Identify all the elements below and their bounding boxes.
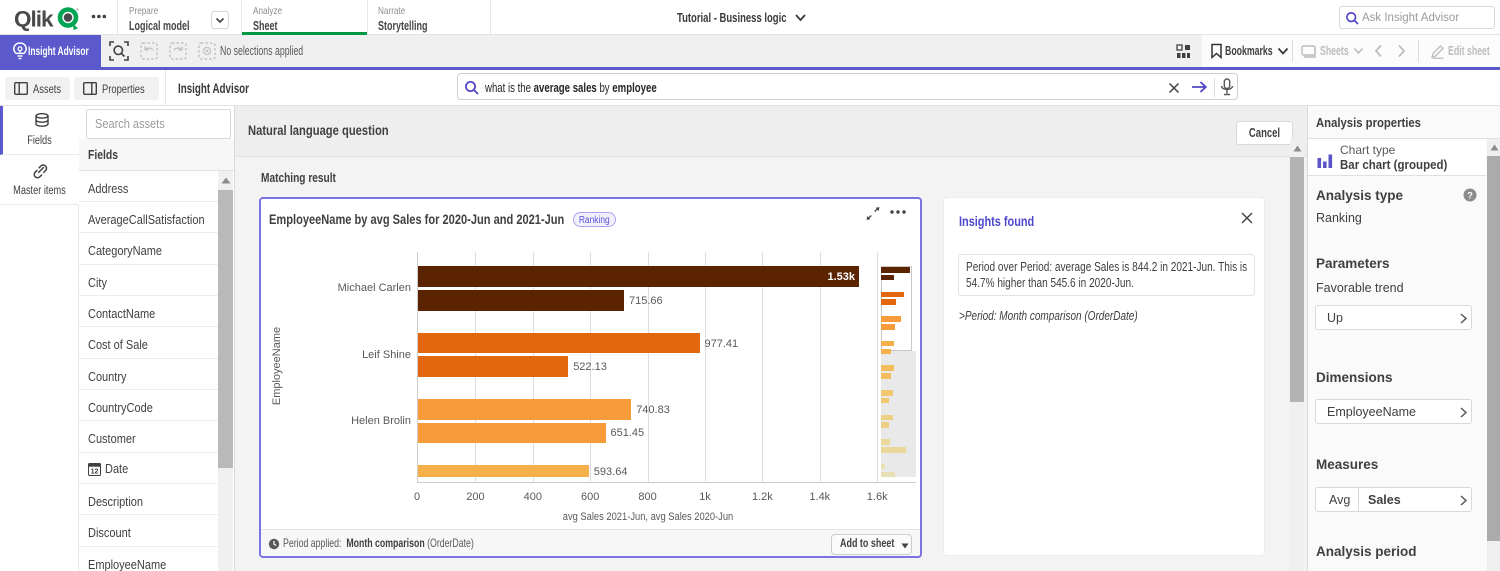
svg-text:12: 12 — [91, 468, 99, 475]
svg-text:Qlik: Qlik — [14, 7, 54, 32]
svg-text:?: ? — [1467, 190, 1473, 201]
